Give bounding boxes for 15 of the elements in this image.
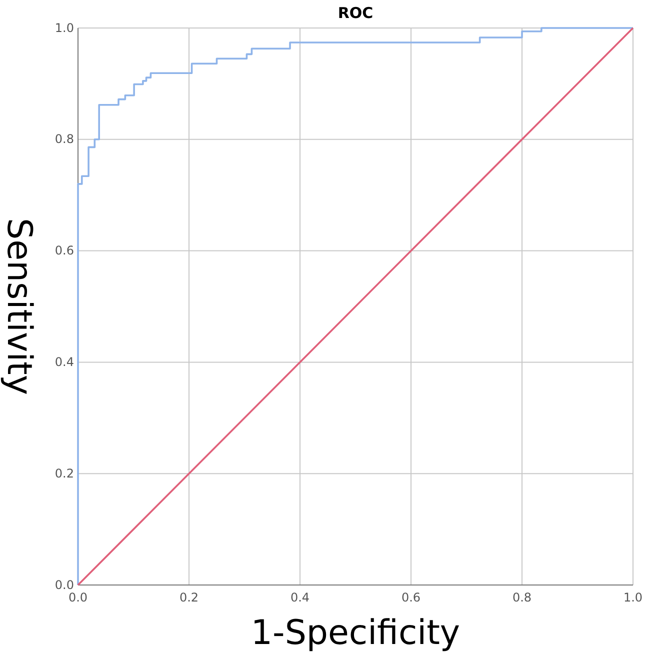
y-tick-label: 0.0 [54,578,74,592]
y-tick-label: 0.6 [54,244,74,258]
x-tick-label: 0.2 [179,590,199,605]
y-tick-label: 0.4 [54,355,74,370]
x-tick-label: 0.6 [401,590,421,605]
y-axis-title: Sensitivity [0,218,39,396]
x-tick-label: 0.4 [290,590,310,605]
chart-title: ROC [338,4,374,22]
y-tick-label: 0.8 [54,132,74,146]
x-tick-label: 1.0 [623,590,643,605]
y-tick-label: 0.2 [54,466,74,480]
x-tick-label: 0.0 [68,590,88,605]
y-tick-label: 1.0 [54,20,74,35]
x-tick-label: 0.8 [512,590,532,605]
x-axis-title: 1-Specificity [250,613,460,653]
